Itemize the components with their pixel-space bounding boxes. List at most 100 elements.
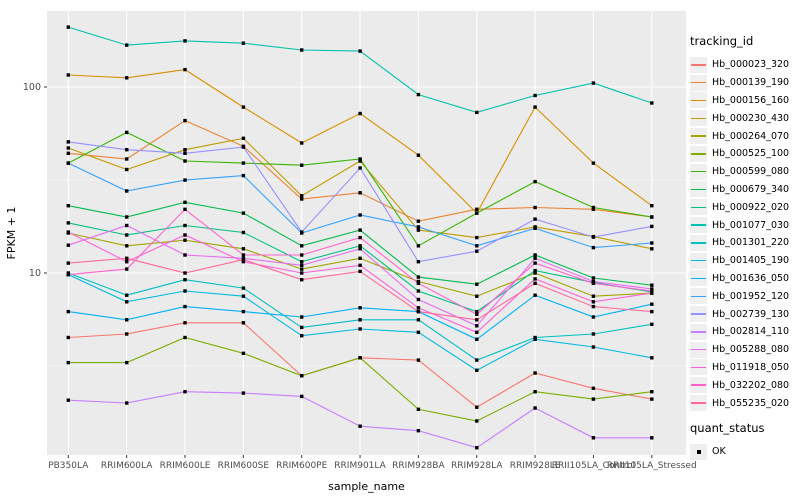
data-point-marker: [416, 275, 421, 279]
data-point-marker: [475, 244, 479, 248]
legend-item-label: Hb_000264_070: [712, 130, 790, 142]
data-point-marker: [125, 233, 129, 237]
data-point-marker: [358, 318, 362, 322]
data-point-marker: [475, 318, 479, 322]
data-point-marker: [125, 167, 129, 172]
data-point-marker: [475, 249, 479, 253]
x-tick-label-RRIM928BA: RRIM928BA: [392, 461, 445, 471]
data-point-marker: [358, 235, 362, 240]
data-point-marker: [650, 289, 654, 293]
legend-item-label: Hb_000922_020: [712, 201, 790, 213]
data-point-marker: [183, 178, 187, 182]
data-point-marker: [533, 226, 537, 230]
data-point-marker: [183, 67, 187, 72]
data-point-marker: [533, 268, 537, 273]
data-point-marker: [475, 282, 479, 286]
data-point-marker: [591, 345, 596, 349]
legend-item-label: Hb_005288_080: [712, 344, 790, 356]
data-point-marker: [183, 271, 187, 275]
data-point-marker: [66, 360, 70, 365]
data-point-marker: [183, 118, 187, 123]
data-point-marker: [475, 110, 479, 115]
legend-item-label: Hb_001405_190: [712, 255, 790, 267]
data-point-marker: [300, 230, 304, 234]
data-point-marker: [533, 93, 537, 98]
data-point-marker: [416, 407, 421, 411]
data-point-marker: [416, 306, 421, 310]
data-point-marker: [475, 330, 479, 334]
data-point-marker: [183, 390, 187, 394]
data-point-marker: [416, 260, 421, 264]
legend-key-line-icon: [690, 128, 707, 145]
legend-item-label: Hb_032202_080: [712, 379, 790, 391]
data-point-marker: [183, 207, 187, 211]
data-point-marker: [650, 241, 654, 245]
legend-title-tracking-id: tracking_id: [690, 34, 754, 48]
data-point-marker: [650, 247, 654, 251]
data-point-marker: [591, 81, 596, 85]
legend-item-label: Hb_001636_050: [712, 272, 790, 284]
data-point-marker: [241, 145, 246, 149]
data-point-marker: [358, 49, 362, 53]
data-point-marker: [416, 225, 421, 229]
data-point-marker: [300, 271, 304, 275]
data-point-marker: [475, 235, 479, 240]
data-point-marker: [358, 191, 362, 195]
data-point-marker: [125, 300, 129, 304]
legend-item-label: Hb_000599_080: [712, 166, 790, 178]
data-point-marker: [591, 315, 596, 319]
data-point-marker: [125, 293, 129, 297]
legend-tracking-id-items: Hb_000023_320 Hb_000139_190 Hb_000156_160 H…: [690, 56, 800, 412]
data-point-marker: [183, 304, 187, 309]
legend-key-line-icon: [690, 377, 707, 394]
data-point-marker: [591, 235, 596, 239]
data-point-marker: [416, 281, 421, 285]
legend-title-quant-status: quant_status: [690, 420, 765, 435]
data-point-marker: [183, 253, 187, 257]
legend-item-Hb_055235_020: Hb_055235_020: [690, 394, 800, 412]
data-point-marker: [241, 253, 246, 257]
data-point-marker: [125, 332, 129, 336]
legend-item-Hb_011918_050: Hb_011918_050: [690, 359, 800, 377]
data-point-marker: [358, 247, 362, 251]
data-point-marker: [533, 406, 537, 410]
data-point-marker: [183, 278, 187, 282]
legend-key-line-icon: [690, 306, 707, 323]
legend-item-Hb_000230_430: Hb_000230_430: [690, 109, 800, 127]
legend-item-label: Hb_000525_100: [712, 148, 790, 160]
data-point-marker: [125, 76, 129, 80]
data-point-marker: [416, 429, 421, 433]
data-point-marker: [416, 244, 421, 248]
data-point-marker: [533, 293, 537, 297]
legend-item-Hb_000264_070: Hb_000264_070: [690, 127, 800, 145]
data-point-marker: [650, 215, 654, 219]
data-point-marker: [650, 204, 654, 208]
legend-key-line-icon: [690, 92, 707, 109]
data-point-marker: [183, 223, 187, 228]
data-point-marker: [650, 287, 654, 291]
data-point-marker: [416, 358, 421, 362]
y-tick-label: 10: [29, 268, 41, 279]
data-point-marker: [358, 157, 362, 161]
data-point-marker: [650, 302, 654, 306]
data-point-marker: [533, 205, 537, 210]
data-point-marker: [591, 161, 596, 165]
data-point-marker: [183, 233, 187, 237]
data-point-marker: [475, 312, 479, 316]
data-point-marker: [533, 217, 537, 221]
data-point-marker: [358, 424, 362, 428]
legend-item-Hb_001301_220: Hb_001301_220: [690, 234, 800, 252]
data-point-marker: [300, 194, 304, 198]
legend-item-Hb_002739_130: Hb_002739_130: [690, 305, 800, 323]
data-point-marker: [533, 281, 537, 285]
legend-item-label: Hb_000156_160: [712, 94, 790, 106]
legend-item-label: Hb_000679_340: [712, 183, 790, 195]
data-point-marker: [591, 245, 596, 250]
data-point-marker: [533, 337, 537, 341]
data-point-marker: [241, 173, 246, 178]
data-point-marker: [66, 335, 70, 340]
data-point-marker: [241, 391, 246, 395]
legend-item-Hb_000023_320: Hb_000023_320: [690, 56, 800, 74]
data-point-marker: [125, 43, 129, 47]
data-point-marker: [66, 161, 70, 165]
